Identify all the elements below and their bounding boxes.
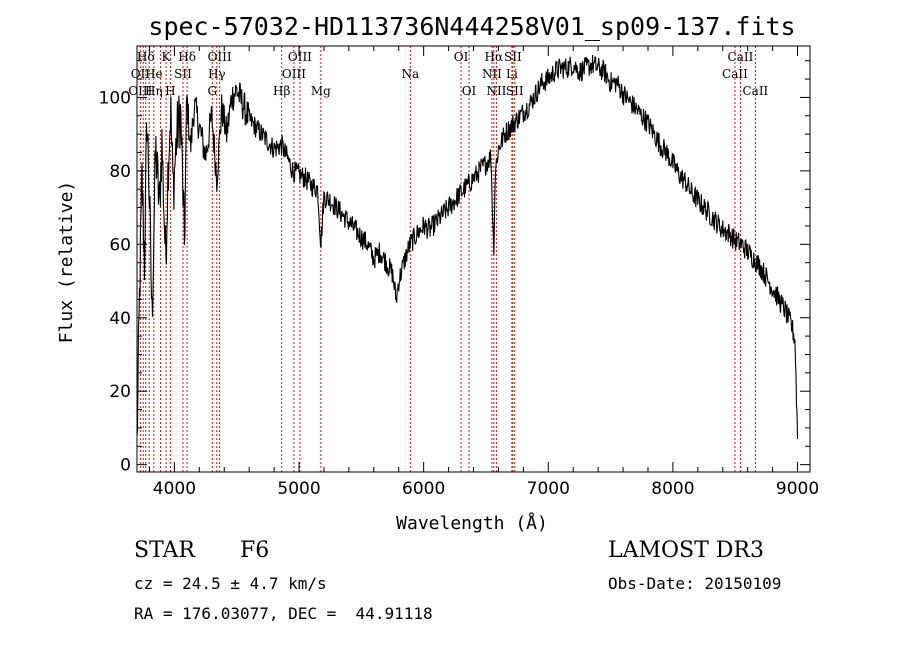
- line-label: NII: [482, 67, 502, 81]
- y-axis-label: Flux (relative): [56, 181, 77, 344]
- line-label: Mg: [311, 84, 331, 98]
- x-tick-label: 7000: [527, 479, 570, 499]
- x-tick-label: 6000: [402, 479, 445, 499]
- line-label: Hγ: [208, 67, 226, 81]
- y-tick-label: 80: [109, 162, 131, 182]
- observation-date: Obs-Date: 20150109: [608, 574, 782, 593]
- x-tick-label: 9000: [776, 479, 819, 499]
- spectrum-line: [136, 54, 799, 440]
- line-label: OII: [131, 67, 151, 81]
- line-label: Hβ: [273, 84, 290, 98]
- line-label: H: [165, 84, 175, 98]
- line-label: NII: [486, 84, 506, 98]
- line-label: OIII: [128, 84, 152, 98]
- line-label: Hδ: [178, 50, 196, 64]
- line-label: G: [207, 84, 217, 98]
- coordinates: RA = 176.03077, DEC = 44.91118: [134, 604, 433, 623]
- line-label: Hη: [145, 84, 163, 98]
- x-tick-label: 4000: [153, 479, 196, 499]
- axis-ticks: 4000 5000 6000 7000 8000 9000 0 20 40 60 80 100: [99, 46, 819, 499]
- line-label: CaII: [728, 50, 754, 64]
- x-tick-label: 5000: [277, 479, 320, 499]
- line-label: OI: [454, 50, 469, 64]
- line-label: Hδ: [137, 50, 155, 64]
- plot-frame: [136, 45, 811, 473]
- y-tick-label: 60: [109, 235, 131, 255]
- line-label: SII: [506, 84, 524, 98]
- spectral-line-markers: [139, 46, 756, 472]
- y-tick-label: 40: [109, 309, 131, 329]
- line-label: Na: [401, 67, 419, 81]
- y-tick-label: 100: [99, 88, 131, 108]
- line-label: He: [145, 67, 163, 81]
- y-tick-label: 20: [109, 382, 131, 402]
- line-label: OIII: [288, 50, 312, 64]
- y-tick-label: 0: [120, 456, 131, 476]
- subclass: F6: [240, 538, 270, 563]
- line-label: Li: [506, 67, 518, 81]
- line-label: OIII: [282, 67, 306, 81]
- line-label: OIII: [208, 50, 232, 64]
- line-label: CaII: [742, 84, 768, 98]
- line-label: SII: [174, 67, 192, 81]
- survey-name: LAMOST DR3: [608, 538, 764, 563]
- spectral-line-labels: Hδ OII OIII He Hη K H SII Hδ OIII Hγ G Hβ OIII OIII Mg N…: [128, 50, 768, 98]
- object-class: STAR: [134, 538, 195, 563]
- line-label: Hα: [485, 50, 504, 64]
- line-label: CaII: [722, 67, 748, 81]
- x-axis-label: Wavelength (Å): [396, 512, 548, 534]
- line-label: OI: [462, 84, 477, 98]
- line-label: SII: [504, 50, 522, 64]
- redshift: cz = 24.5 ± 4.7 km/s: [134, 574, 327, 593]
- x-tick-label: 8000: [651, 479, 694, 499]
- line-label: K: [162, 50, 172, 64]
- chart-title: spec-57032-HD113736N444258V01_sp09-137.f…: [148, 12, 795, 41]
